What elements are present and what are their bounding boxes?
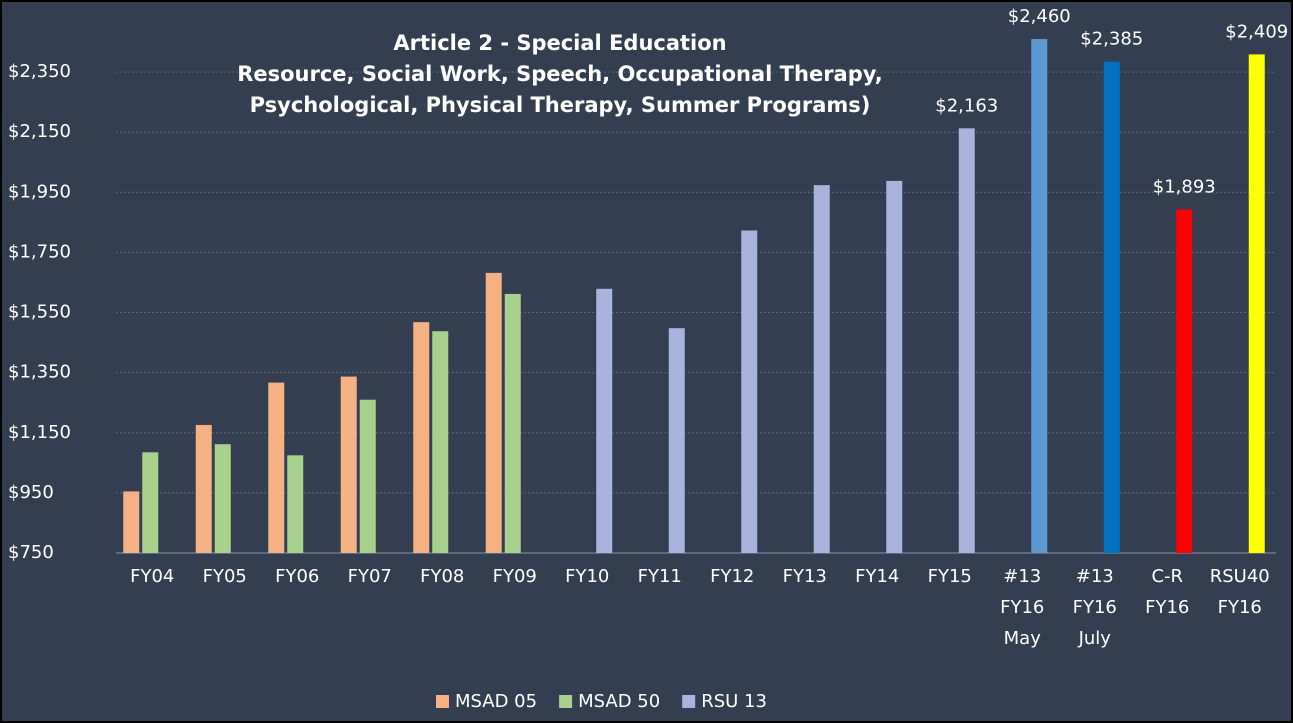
bar (886, 180, 903, 553)
x-tick-label: FY14 (855, 566, 899, 587)
data-label: $2,460 (1008, 6, 1071, 27)
x-tick-label: RSU40 FY16 (1210, 566, 1270, 618)
y-tick-label: $950 (8, 482, 54, 503)
bar (1176, 209, 1193, 553)
x-tick-label: FY07 (348, 566, 392, 587)
legend-swatch (436, 695, 449, 708)
data-label: $1,893 (1153, 176, 1216, 197)
legend-swatch (559, 695, 573, 708)
x-tick-label: FY15 (928, 566, 972, 587)
y-tick-label: $1,550 (8, 302, 71, 323)
x-tick-label: FY04 (130, 566, 174, 587)
y-tick-label: $1,750 (8, 241, 71, 262)
bar (485, 272, 502, 553)
bar (1031, 39, 1048, 554)
data-label: $2,163 (935, 95, 998, 116)
x-tick-label: FY06 (275, 566, 319, 587)
bar (413, 322, 430, 553)
legend-label: RSU 13 (701, 691, 767, 712)
chart-title: Article 2 - Special Education (393, 31, 726, 55)
x-tick-label: #13 FY16 July (1073, 566, 1117, 649)
bar (958, 128, 975, 553)
data-label: $2,385 (1080, 29, 1143, 50)
legend-swatch (682, 695, 696, 708)
y-tick-label: $2,150 (8, 121, 71, 142)
bar (142, 452, 159, 553)
chart-title: Psychological, Physical Therapy, Summer … (250, 93, 871, 117)
x-tick-label: FY08 (420, 566, 464, 587)
x-tick-label: #13 FY16 May (1000, 566, 1044, 649)
x-tick-label: FY11 (638, 566, 682, 587)
x-tick-label: FY12 (710, 566, 754, 587)
y-tick-label: $1,150 (8, 422, 71, 443)
y-tick-label: $750 (8, 542, 54, 563)
bar (123, 491, 140, 553)
x-tick-label: FY13 (783, 566, 827, 587)
bar (432, 331, 449, 553)
legend-label: MSAD 05 (455, 691, 537, 712)
bar (340, 376, 357, 553)
bar (504, 293, 521, 553)
bar (214, 444, 231, 553)
legend-label: MSAD 50 (578, 691, 660, 712)
bar (1103, 61, 1120, 553)
chart-title: Resource, Social Work, Speech, Occupatio… (237, 62, 883, 86)
bar (596, 288, 613, 553)
x-tick-label: C-R FY16 (1145, 566, 1189, 618)
bar (359, 399, 376, 553)
bar (287, 455, 304, 553)
y-tick-label: $1,350 (8, 362, 71, 383)
data-label: $2,409 (1225, 21, 1288, 42)
x-tick-label: FY10 (565, 566, 609, 587)
bar (813, 185, 830, 553)
y-tick-label: $2,350 (8, 61, 71, 82)
bar (195, 424, 212, 553)
x-tick-label: FY09 (493, 566, 537, 587)
bar (1248, 54, 1265, 554)
y-tick-label: $1,950 (8, 181, 71, 202)
x-tick-label: FY05 (203, 566, 247, 587)
bar (668, 328, 685, 553)
bar (268, 382, 285, 553)
bar (741, 230, 758, 553)
